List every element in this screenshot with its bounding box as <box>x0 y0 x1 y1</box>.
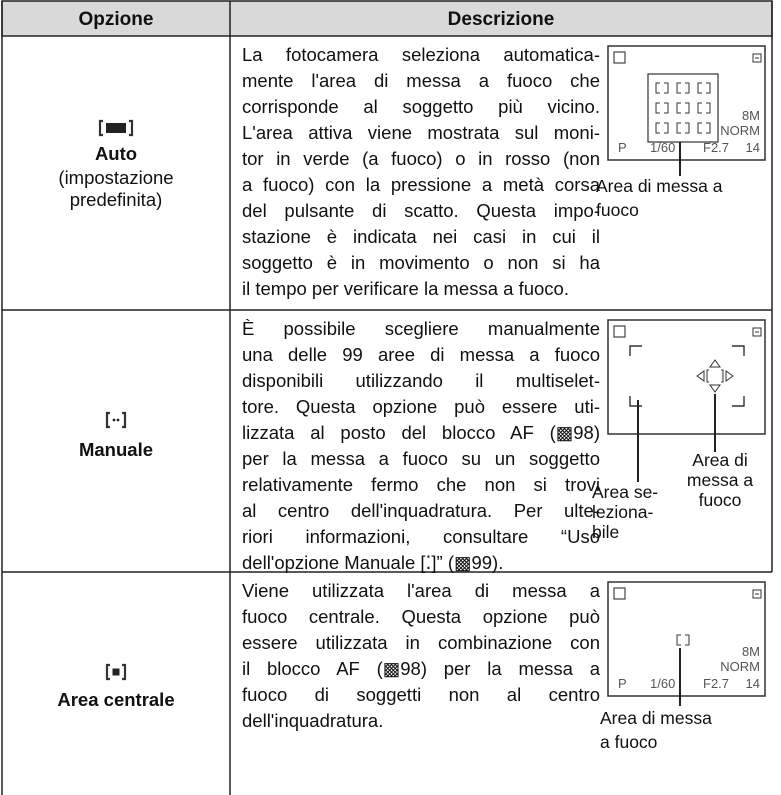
description-line: il blocco AF (▩98) per la messa a <box>242 658 600 679</box>
af-bracket <box>676 634 690 646</box>
af-bracket <box>697 102 711 114</box>
description-line: fuoco centrale. Questa opzione può <box>242 606 600 627</box>
description-line: per la messa a fuoco su un soggetto <box>242 448 600 469</box>
af-area <box>647 73 719 143</box>
af-bracket <box>655 82 669 94</box>
callout-label: fuoco <box>596 200 639 220</box>
monitor-text: 8M <box>742 108 760 123</box>
monitor-text: NORM <box>720 659 760 674</box>
af-arrow <box>696 359 734 393</box>
option-note: predefinita) <box>70 189 163 210</box>
description-line: a fuoco) con la pressione a metà corsa <box>242 174 600 195</box>
description-line: lizzata al posto del blocco AF (▩98) <box>242 422 600 443</box>
monitor <box>607 319 766 435</box>
option-icon <box>112 418 116 422</box>
description-line: soggetto è in movimento o non si ha <box>242 252 600 273</box>
description-line: Viene utilizzata l'area di messa a <box>242 580 600 601</box>
option-icon <box>105 663 127 681</box>
callout-label: Area di <box>692 450 747 470</box>
monitor-text: P <box>618 676 627 691</box>
description-line: L'area attiva viene mostrata sul moni- <box>242 122 600 143</box>
monitor-text: F2.7 <box>703 140 729 155</box>
af-bracket <box>697 122 711 134</box>
option-name: Manuale <box>79 439 153 460</box>
callout-label: a fuoco <box>600 732 657 752</box>
description-line: tore. Questa opzione può essere uti- <box>242 396 600 417</box>
monitor-icon <box>752 327 762 337</box>
description-line: disponibili utilizzando il multiselet- <box>242 370 600 391</box>
monitor-text: 8M <box>742 644 760 659</box>
description-line: relativamente fermo che non si trovi <box>242 474 600 495</box>
af-corner <box>629 345 745 407</box>
af-bracket <box>676 122 690 134</box>
callout-label: fuoco <box>699 490 742 510</box>
description-line: mente l'area di messa a fuoco che <box>242 70 600 91</box>
monitor-text: 14 <box>746 140 760 155</box>
option-icon <box>116 418 120 422</box>
description-line: dell'opzione Manuale [⁚]” (▩99). <box>242 552 504 573</box>
callout-label: leziona- <box>592 502 653 522</box>
option-name: Auto <box>95 143 137 164</box>
monitor-text: NORM <box>720 123 760 138</box>
description-line: È possibile scegliere manualmente <box>242 318 600 339</box>
callout-label: bile <box>592 522 619 542</box>
af-bracket <box>706 369 724 383</box>
af-bracket <box>655 102 669 114</box>
callout-label: Area se- <box>592 482 658 502</box>
option-icon <box>105 411 127 429</box>
description-line: fuoco di soggetti non al centro <box>242 684 600 705</box>
description-line: tor in verde (a fuoco) o in rosso (non <box>242 148 600 169</box>
description-line: una delle 99 aree di messa a fuoco <box>242 344 600 365</box>
monitor-icon <box>613 325 626 338</box>
monitor-text: F2.7 <box>703 676 729 691</box>
monitor-text: 14 <box>746 676 760 691</box>
callout-label: Area di messa <box>600 708 712 728</box>
callout-label: Area di messa a <box>596 176 723 196</box>
description-line: al centro dell'inquadratura. Per ulte- <box>242 500 600 521</box>
description-line: stazione è indicata nei casi in cui il <box>242 226 600 247</box>
description-line: riori informazioni, consultare “Uso <box>242 526 600 547</box>
description-line: La fotocamera seleziona automatica- <box>242 44 600 65</box>
monitor-text: 1/60 <box>650 140 675 155</box>
description-line: corrisponde al soggetto più vicino. <box>242 96 600 117</box>
monitor-icon <box>752 589 762 599</box>
option-icon <box>112 668 120 676</box>
monitor-text: 1/60 <box>650 676 675 691</box>
monitor-text: P <box>618 140 627 155</box>
af-bracket <box>697 82 711 94</box>
monitor-icon <box>752 53 762 63</box>
header-cell: Descrizione <box>448 9 555 30</box>
description-line: il tempo per verificare la messa a fuoco… <box>242 278 569 299</box>
option-name: Area centrale <box>57 689 174 710</box>
description-line: del pulsante di scatto. Questa impo- <box>242 200 600 221</box>
monitor-icon <box>613 51 626 64</box>
option-icon <box>98 119 134 137</box>
monitor-icon <box>613 587 626 600</box>
header-band <box>1 0 773 37</box>
option-note: (impostazione <box>58 167 173 188</box>
monitor <box>607 581 766 697</box>
header-cell: Opzione <box>79 9 154 30</box>
af-bracket <box>676 82 690 94</box>
description-line: dell'inquadratura. <box>242 710 384 731</box>
description-line: essere utilizzata in combinazione con <box>242 632 600 653</box>
option-icon <box>106 123 126 133</box>
callout-label: messa a <box>687 470 753 490</box>
af-bracket <box>655 122 669 134</box>
af-bracket <box>676 102 690 114</box>
